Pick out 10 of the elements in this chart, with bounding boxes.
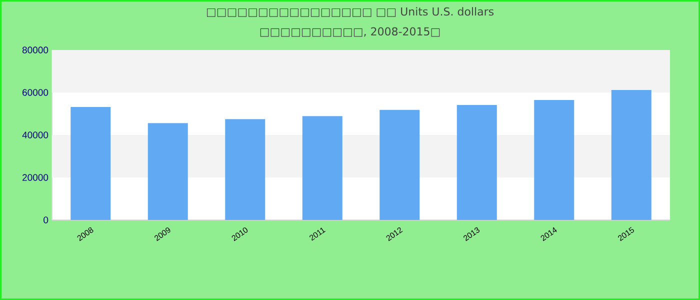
x-tick-label: 2009 [154, 228, 170, 242]
y-tick-label: 80000 [22, 46, 48, 54]
y-tick-label: 60000 [22, 89, 48, 96]
chart-title: □□□□□□□□□□□□□□□□ □□ Units U.S. dollars [206, 7, 494, 17]
x-tick-label: 2011 [310, 228, 326, 241]
y-tick-label: 20000 [22, 174, 48, 181]
chart-subtitle: □□□□□□□□□□, 2008-2015□ [260, 27, 440, 37]
x-tick-label: 2010 [232, 227, 248, 242]
y-tick-label: 40000 [22, 132, 48, 138]
y-tick-label: 0 [44, 216, 48, 224]
